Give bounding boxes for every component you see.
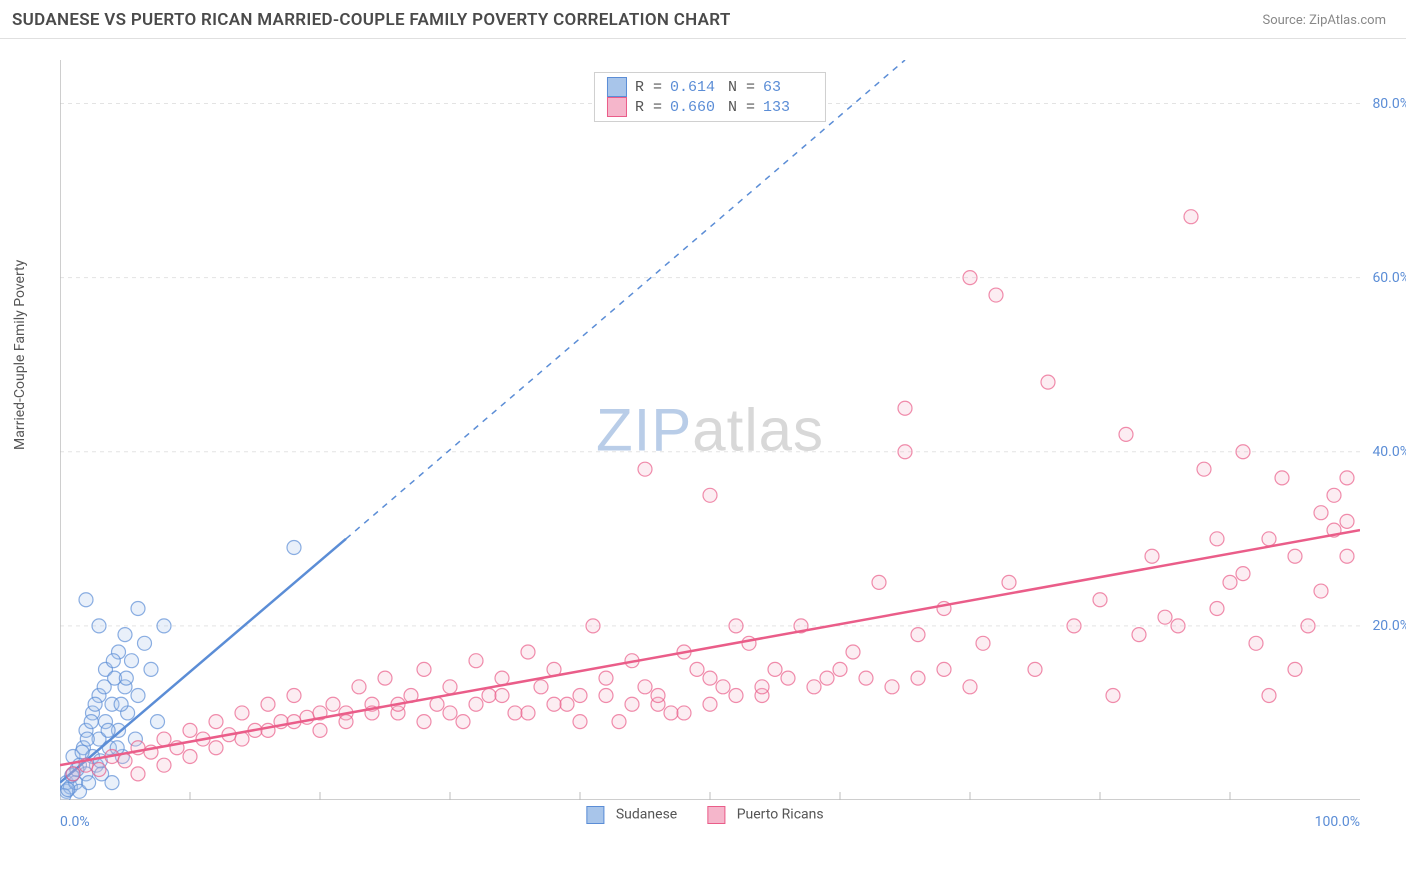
header: SUDANESE VS PUERTO RICAN MARRIED-COUPLE … — [0, 0, 1406, 39]
stats-legend: R = 0.614 N = 63 R = 0.660 N = 133 — [594, 72, 826, 122]
legend-item-puertoricans: Puerto Ricans — [707, 806, 823, 824]
y-axis-label: Married-Couple Family Poverty — [12, 260, 28, 450]
source-label: Source: ZipAtlas.com — [1262, 13, 1386, 28]
x-tick-max: 100.0% — [1315, 814, 1360, 830]
chart-container: Married-Couple Family Poverty ZIPatlas R… — [20, 50, 1390, 840]
swatch-puertoricans-icon — [607, 97, 627, 117]
stats-row-sudanese: R = 0.614 N = 63 — [607, 77, 813, 97]
stats-row-puertoricans: R = 0.660 N = 133 — [607, 97, 813, 117]
swatch-sudanese-icon — [607, 77, 627, 97]
legend-item-sudanese: Sudanese — [586, 806, 677, 824]
legend-swatch-sudanese-icon — [586, 806, 604, 824]
x-tick-min: 0.0% — [60, 814, 90, 830]
y-tick-label: 60.0% — [1372, 270, 1406, 286]
legend-swatch-puertoricans-icon — [707, 806, 725, 824]
y-tick-label: 40.0% — [1372, 444, 1406, 460]
series-legend: Sudanese Puerto Ricans — [586, 806, 823, 824]
scatter-svg — [60, 60, 1360, 800]
y-tick-label: 20.0% — [1372, 618, 1406, 634]
chart-title: SUDANESE VS PUERTO RICAN MARRIED-COUPLE … — [12, 10, 731, 30]
plot-area: ZIPatlas R = 0.614 N = 63 R = 0.660 N = … — [60, 60, 1360, 800]
y-tick-label: 80.0% — [1372, 96, 1406, 112]
